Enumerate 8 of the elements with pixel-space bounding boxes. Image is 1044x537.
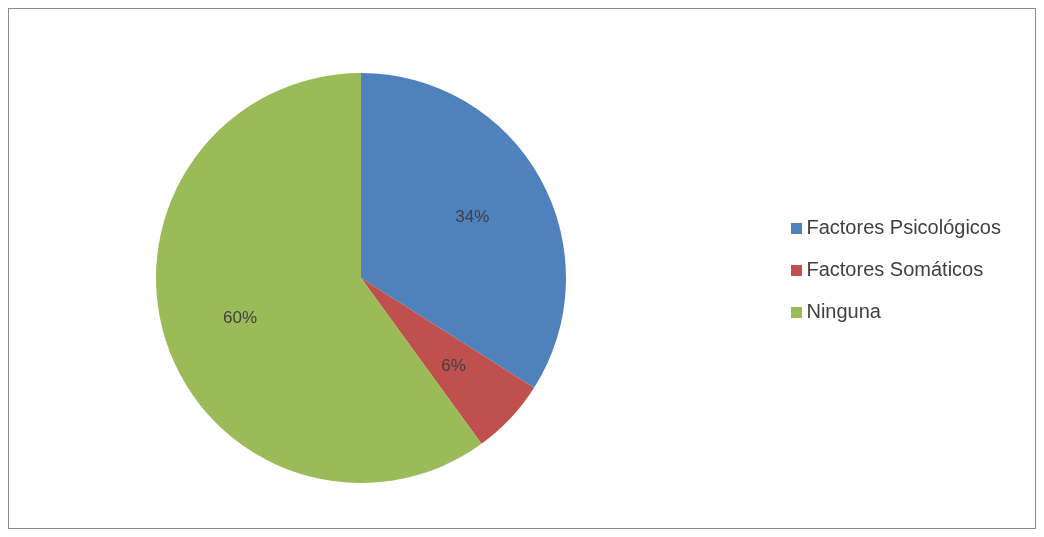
pie-slice <box>361 278 535 444</box>
legend-label: Ninguna <box>806 299 881 322</box>
legend-label: Factores Psicológicos <box>806 215 1001 238</box>
data-label: 6% <box>441 355 466 375</box>
pie-slice <box>361 73 566 388</box>
data-label: 60% <box>223 307 258 327</box>
data-label: 34% <box>455 207 490 227</box>
legend-label: Factores Somáticos <box>806 257 984 280</box>
